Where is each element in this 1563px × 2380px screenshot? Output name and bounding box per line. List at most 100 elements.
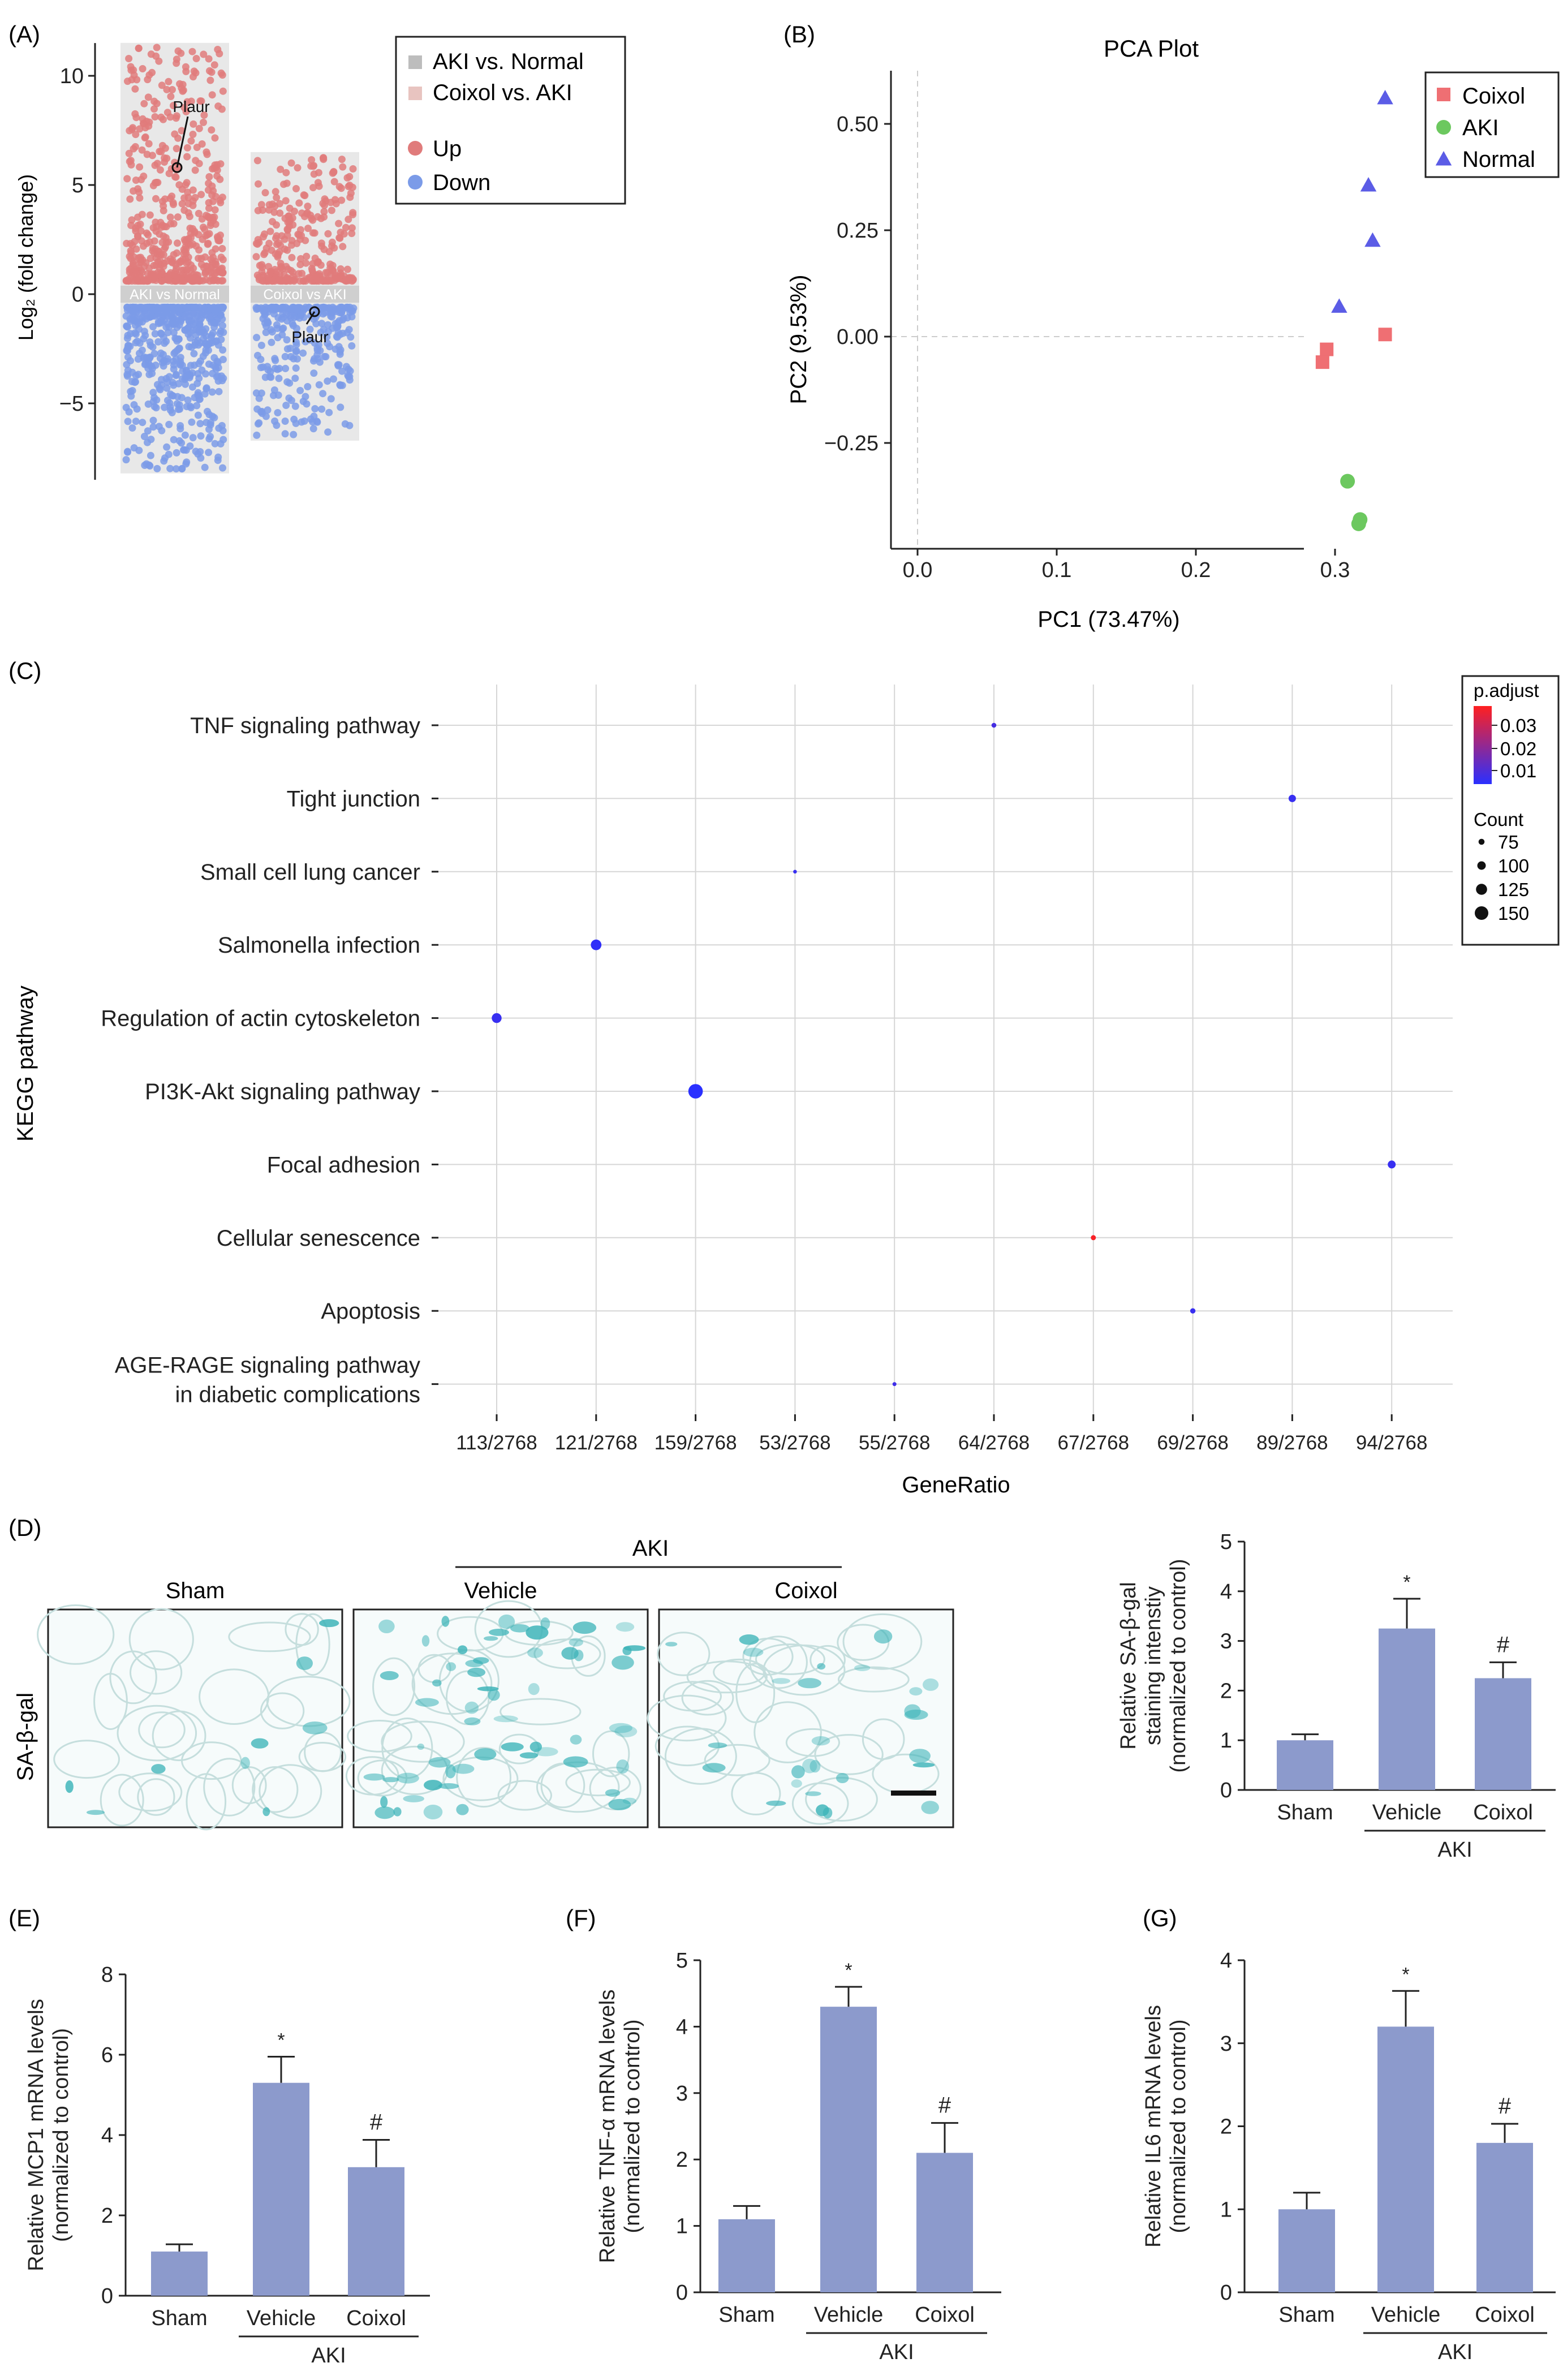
a-down-point	[286, 345, 294, 352]
d-stain-deposit	[702, 1763, 726, 1773]
a-down-point	[203, 384, 210, 392]
a-down-point	[268, 338, 275, 346]
d-stain-deposit	[438, 1783, 459, 1789]
a-up-point	[158, 81, 166, 89]
d-stain-deposit	[817, 1663, 826, 1670]
a-up-point	[339, 243, 347, 251]
a-up-point	[338, 196, 346, 204]
a-group-band-label: AKI vs Normal	[130, 287, 220, 303]
bar-y-axis-label-line: Relative MCP1 mRNA levels	[24, 1999, 48, 2271]
a-down-point	[134, 355, 142, 363]
a-up-point	[150, 105, 158, 113]
a-up-point	[138, 146, 146, 154]
a-down-point	[327, 395, 335, 403]
a-down-point	[173, 449, 180, 457]
b-legend: Coixol AKI Normal	[1424, 71, 1560, 178]
a-up-point	[304, 203, 312, 210]
bar-y-tick-label: 6	[101, 2043, 113, 2067]
bar-y-tick-label: 4	[101, 2124, 113, 2147]
a-highlight-leader	[176, 116, 189, 168]
d-tubule-outline	[791, 1782, 849, 1825]
a-up-point	[307, 212, 315, 219]
d-stain-deposit	[622, 1797, 637, 1805]
a-up-point	[349, 165, 357, 173]
c-pathway-label: Apoptosis	[321, 1299, 420, 1324]
a-down-point	[158, 303, 166, 311]
a-up-point	[275, 248, 283, 256]
d-stain-deposit	[540, 1617, 550, 1630]
d-stain-deposit	[240, 1757, 250, 1769]
d-tubule-outline	[137, 1778, 175, 1816]
b-legend-circle	[1436, 120, 1451, 135]
d-stain-deposit	[432, 1679, 442, 1687]
d-stain-deposit	[609, 1723, 632, 1733]
a-up-point	[135, 188, 143, 196]
c-x-tick-label: 89/2768	[1256, 1432, 1328, 1454]
bar-y-tick-label: 4	[1220, 1949, 1232, 1973]
a-down-point	[294, 331, 302, 338]
d-tubule-outline	[753, 1701, 822, 1763]
d-stain-deposit	[533, 1747, 558, 1757]
a-down-point	[260, 307, 268, 315]
a-down-point	[144, 400, 152, 408]
a-down-point	[140, 304, 148, 312]
a-down-point	[126, 315, 134, 323]
a-up-point	[304, 225, 312, 233]
bar-y-axis-label-line: Relative SA-β-gal	[1117, 1582, 1140, 1749]
c-pathway-label: Cellular senescence	[217, 1226, 420, 1251]
a-down-point	[149, 416, 157, 424]
c-x-tick-label: 69/2768	[1157, 1432, 1229, 1454]
a-up-point	[178, 127, 186, 135]
a-up-point	[158, 141, 166, 149]
a-down-point	[136, 350, 143, 358]
bar-significance-mark: #	[1499, 2094, 1512, 2119]
a-up-point	[201, 226, 209, 233]
a-up-point	[195, 124, 203, 132]
panel-label-c: (C)	[8, 657, 41, 684]
a-y-tick-label: 0	[72, 283, 84, 307]
a-up-point	[208, 182, 216, 190]
a-up-point	[299, 277, 307, 285]
a-down-point	[255, 419, 263, 427]
b-y-tick-label: 0.50	[837, 113, 879, 136]
a-up-point	[183, 266, 191, 274]
a-down-point	[183, 303, 191, 311]
d-tubule-outline	[298, 1742, 347, 1772]
a-down-point	[324, 428, 332, 436]
a-down-point	[196, 320, 204, 328]
a-up-point	[166, 255, 174, 263]
a-up-point	[213, 172, 221, 180]
b-reference-lines	[891, 71, 1304, 549]
d-tubule-outline	[53, 1740, 120, 1779]
bar-category-label: Coixol	[1475, 2303, 1535, 2327]
d-stain-deposit	[423, 1805, 443, 1819]
a-down-point	[253, 334, 261, 342]
a-up-point	[310, 170, 318, 178]
a-down-point	[178, 394, 186, 402]
a-down-point	[273, 304, 281, 312]
a-down-point	[144, 427, 152, 435]
a-up-point	[203, 262, 210, 270]
d-stain-deposit	[393, 1807, 402, 1817]
b-legend-label-aki: AKI	[1462, 115, 1499, 140]
a-down-point	[157, 329, 165, 337]
a-up-point	[212, 193, 219, 200]
a-legend-label-down: Down	[433, 170, 490, 195]
d-stain-deposit	[811, 1736, 830, 1746]
a-group-band	[120, 286, 229, 303]
a-down-point	[205, 449, 213, 457]
bar-y-axis-label-line: (normalized to control)	[1166, 2019, 1190, 2233]
d-tubule-outline	[565, 1768, 631, 1797]
c-x-tick-label: 159/2768	[655, 1432, 737, 1454]
d-stain-deposit	[501, 1742, 524, 1751]
a-up-point	[218, 264, 226, 272]
a-up-point	[137, 253, 145, 261]
d-tubule-outline	[456, 1746, 511, 1808]
a-up-point	[186, 213, 193, 221]
a-down-point	[173, 371, 180, 378]
a-up-point	[269, 218, 277, 226]
a-up-point	[307, 274, 315, 282]
a-up-point	[173, 55, 180, 63]
d-tubule-outline	[681, 1680, 734, 1716]
